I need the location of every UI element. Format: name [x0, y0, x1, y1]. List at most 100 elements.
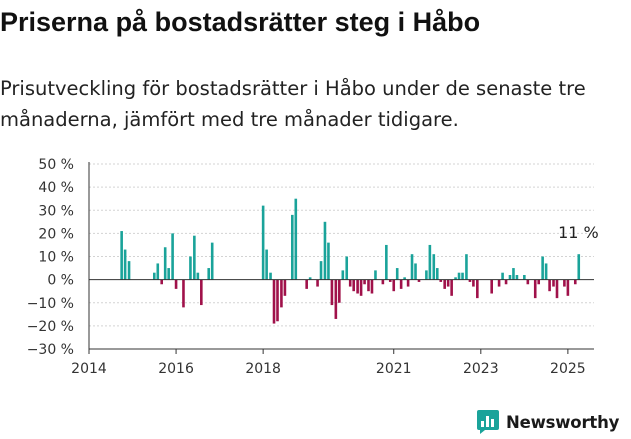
y-tick-label: 30 %	[38, 203, 74, 219]
y-tick-label: 10 %	[38, 250, 74, 266]
y-tick-label: −30 %	[27, 342, 74, 358]
bar	[417, 279, 421, 282]
bar	[548, 279, 551, 292]
bar	[207, 268, 211, 280]
bar	[291, 214, 294, 280]
newsworthy-logo[interactable]: Newsworthy	[476, 409, 619, 435]
bar	[283, 279, 287, 296]
bar	[265, 249, 268, 280]
bar	[457, 272, 461, 280]
bar	[476, 279, 479, 299]
bar	[120, 231, 123, 280]
bar	[272, 279, 276, 324]
bar	[127, 261, 131, 280]
bar	[294, 198, 298, 280]
bar	[541, 256, 544, 280]
bar	[171, 233, 174, 280]
x-tick-label: 2023	[463, 361, 499, 377]
bar	[167, 268, 170, 280]
bar	[338, 279, 341, 303]
annotation-label: 11 %	[558, 223, 599, 242]
bar	[356, 279, 359, 294]
bar	[439, 279, 443, 282]
bar	[533, 279, 537, 299]
y-tick-label: 50 %	[38, 157, 74, 173]
chart-title: Priserna på bostadsrätter steg i Håbo	[0, 7, 481, 37]
bar	[515, 275, 519, 280]
bar	[523, 275, 526, 280]
bar	[182, 279, 185, 308]
bar	[123, 249, 127, 280]
bar	[381, 279, 385, 285]
bar	[392, 279, 396, 292]
bar	[508, 275, 512, 280]
bar	[461, 272, 464, 280]
bar	[410, 254, 414, 280]
bar	[153, 272, 156, 280]
bar	[552, 279, 555, 287]
bar	[276, 279, 279, 322]
bar	[526, 279, 530, 285]
bar	[446, 279, 450, 287]
bar	[403, 277, 406, 280]
x-tick-label: 2016	[158, 361, 194, 377]
bar	[367, 279, 370, 292]
x-tick-label: 2014	[71, 361, 107, 377]
bar	[435, 268, 439, 280]
bar	[308, 277, 312, 280]
bar	[388, 279, 392, 282]
bar	[370, 279, 374, 294]
bar	[425, 270, 428, 280]
bar	[537, 279, 541, 285]
bar	[428, 244, 432, 280]
bar-chart-icon	[477, 410, 499, 434]
bar	[472, 279, 475, 287]
bar	[261, 205, 265, 280]
tick-labels: 50 % 40 % 30 % 20 % 10 % 0 % −10 % −20 % −30 % 20…	[27, 157, 599, 377]
bar	[269, 272, 272, 280]
bar	[468, 279, 472, 282]
bar	[450, 279, 453, 296]
bar	[316, 279, 319, 287]
bar	[341, 270, 345, 280]
bar	[395, 268, 399, 280]
bar	[501, 272, 504, 280]
bar	[280, 279, 283, 308]
bars	[120, 198, 581, 324]
bar	[334, 279, 338, 319]
bar	[443, 279, 446, 289]
bar	[193, 235, 196, 280]
bar	[490, 279, 493, 294]
bar	[348, 279, 352, 287]
bar	[512, 268, 515, 280]
y-tick-label: 40 %	[38, 180, 74, 196]
y-tick-label: 0 %	[47, 273, 74, 289]
y-tick-label: −10 %	[27, 296, 74, 312]
bar	[504, 279, 508, 285]
axes	[88, 162, 594, 354]
y-tick-label: 20 %	[38, 226, 74, 242]
bar	[189, 256, 192, 280]
bar	[566, 279, 570, 296]
bar	[352, 279, 355, 292]
bar	[163, 247, 167, 280]
bar	[497, 279, 501, 287]
bar	[200, 279, 203, 306]
bar	[359, 279, 363, 296]
bar	[374, 270, 377, 280]
bar	[573, 279, 577, 285]
bar	[174, 279, 178, 289]
bar	[319, 261, 323, 280]
bar	[160, 279, 163, 285]
y-tick-label: −20 %	[27, 319, 74, 335]
bar	[406, 279, 410, 287]
bar	[544, 263, 548, 280]
bar	[327, 242, 330, 280]
bar	[563, 279, 566, 287]
bar	[432, 254, 436, 280]
bar	[330, 279, 334, 306]
brand-name: Newsworthy	[506, 412, 620, 432]
bar	[210, 242, 214, 280]
bar	[323, 221, 327, 280]
